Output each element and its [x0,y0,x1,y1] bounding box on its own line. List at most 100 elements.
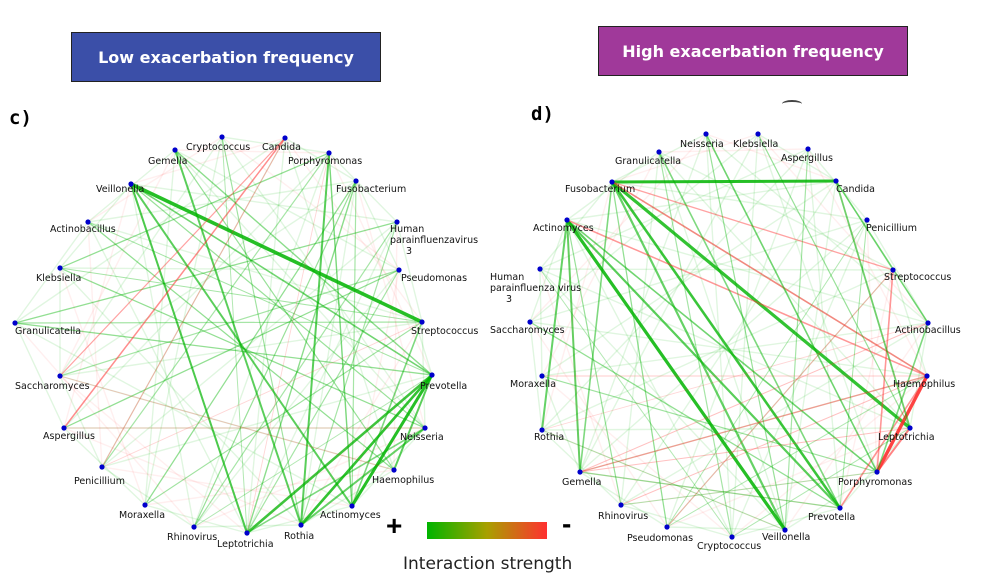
edge-negative [59,375,395,471]
edge-faint [784,180,837,531]
node-label: Gemella [562,477,601,488]
edge-faint [579,471,841,509]
node-label: Aspergillus [43,431,95,442]
edge-faint [658,148,809,153]
edge-positive [666,219,868,528]
node-label: Fusobacterium [565,184,635,195]
edge-negative [620,375,928,506]
edge-negative [246,152,330,534]
edge-faint [398,269,433,376]
edge-negative [579,427,911,473]
edge-positive [611,181,668,528]
edge-faint [541,269,894,431]
node-label: Veillonella [96,184,144,195]
edge-faint [839,269,894,509]
edge-negative [666,269,894,528]
edge-positive [144,180,357,506]
panel-c-labels: Cryptococcus Candida Porphyromonas Fusobact… [15,142,478,550]
edge-faint [731,133,759,538]
node-dot [618,502,624,508]
edge-faint [529,321,841,509]
edge-faint [87,221,423,323]
edge-faint [87,221,248,534]
node-dot [864,217,870,223]
edge-positive [63,269,400,429]
edge-faint [541,429,622,506]
legend-negative-sign: - [562,508,572,539]
edge-faint [731,507,841,538]
edge-negative [63,137,286,429]
edge-faint [130,137,286,185]
edge-positive [705,133,786,531]
edge-faint [355,180,400,271]
node-dot [244,530,250,536]
node-dot [349,503,355,509]
edge-faint [579,219,868,473]
edge-positive [705,133,878,473]
node-dot [656,149,662,155]
edge-faint [193,427,426,528]
edge-positive [130,183,433,376]
edge-positive [221,136,302,526]
node-dot [537,266,543,272]
edge-faint [539,268,786,531]
edge-positive [14,221,398,324]
edge-positive [541,375,878,473]
node-label: Haemophilus [372,475,434,486]
node-label: Penicillium [866,223,917,234]
edge-faint [421,321,426,429]
node-dot [282,135,288,141]
node-label: Actinobacillus [895,325,961,336]
edge-positive [579,181,613,473]
edge-positive [174,149,302,526]
edge-faint [541,151,660,377]
edge-positive [565,218,842,510]
edge-positive [666,375,928,528]
edge-positive [350,373,434,508]
edge-positive [541,219,568,431]
node-dot [924,373,930,379]
edge-faint [59,183,132,269]
node-dot [577,469,583,475]
node-label: Porphyromonas [838,477,912,488]
edge-faint [101,466,353,507]
node-label: Actinobacillus [50,224,116,235]
node-label: Leptotrichia [217,539,274,550]
legend-positive-sign: + [386,510,403,541]
edge-faint [539,181,613,270]
edge-positive [101,152,330,468]
node-dot [837,505,843,511]
edge-positive [221,136,248,534]
edge-positive [14,322,433,376]
edge-positive [300,152,330,526]
node-dot [12,320,18,326]
edge-faint [59,136,223,377]
edge-positive [579,471,841,509]
node-dot [422,425,428,431]
edge-faint [611,133,759,183]
edge-positive [245,373,434,535]
edge-faint [59,375,103,468]
node-dot [219,134,225,140]
node-label: Actinomyces [533,223,594,234]
edge-faint [63,427,302,526]
node-dot [172,147,178,153]
node-dot [326,150,332,156]
edge-faint [666,148,809,528]
edge-faint [144,180,357,506]
edge-faint [63,269,400,429]
edge-faint [566,219,929,324]
edge-faint [328,152,433,376]
edge-faint [193,152,330,528]
edge-faint [101,221,398,468]
edge-faint [355,180,426,429]
edge-faint [393,221,398,471]
edge-faint [63,183,132,429]
node-label: Klebsiella [36,273,81,284]
edge-faint [566,219,733,538]
node-dot [61,425,67,431]
panel-c-nodes [12,134,435,536]
edge-faint [611,181,668,528]
edge-faint [14,322,353,507]
